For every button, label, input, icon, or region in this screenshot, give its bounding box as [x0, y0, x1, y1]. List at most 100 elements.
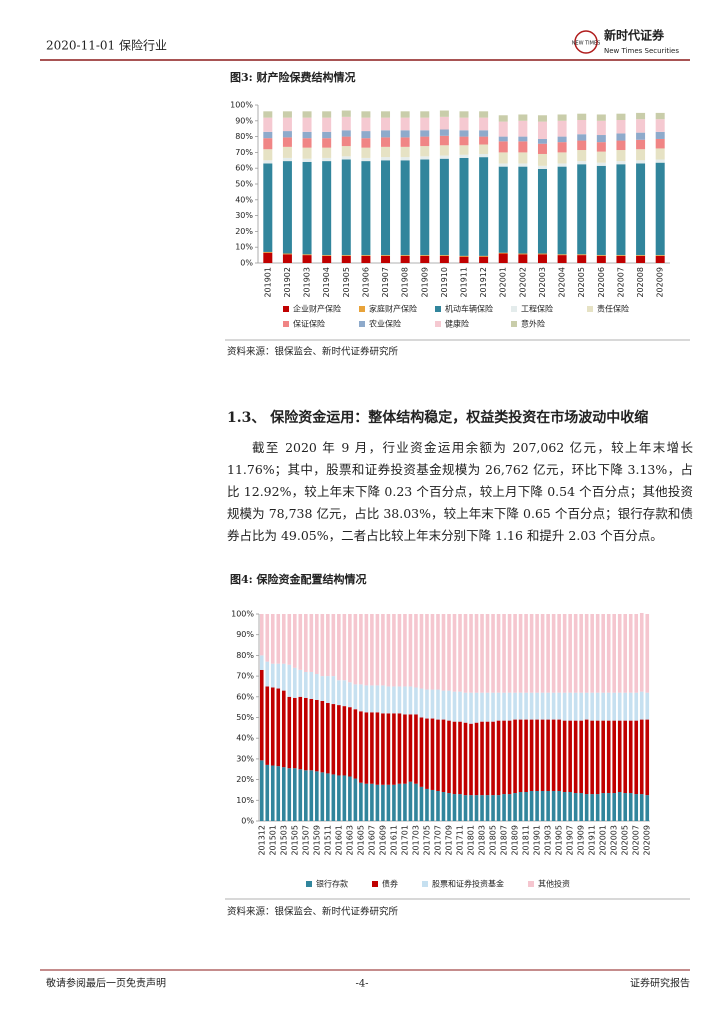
bar-segment [452, 794, 457, 821]
bar-segment [502, 614, 506, 693]
bar-segment [557, 114, 567, 121]
bar-segment [491, 795, 495, 821]
bar-segment [636, 163, 646, 256]
bar-segment [524, 792, 528, 821]
bar-segment [634, 692, 639, 721]
bar-segment [537, 138, 547, 144]
bar-segment [568, 692, 572, 721]
bar-segment [414, 614, 418, 688]
bar-segment [315, 674, 319, 700]
bar-segment [292, 614, 297, 668]
bar-segment [292, 768, 297, 821]
bar-segment [270, 663, 275, 688]
bar-segment [590, 720, 594, 795]
bar-segment [655, 159, 665, 163]
bar-segment [623, 793, 628, 821]
bar-segment [361, 161, 371, 256]
x-tick-label: 201607 [367, 825, 376, 856]
x-tick-label: 201507 [301, 825, 310, 856]
x-tick-label: 201908 [401, 267, 410, 298]
bar-segment [537, 168, 547, 254]
bar-segment [577, 113, 587, 121]
bar-segment [359, 782, 363, 821]
bar-segment [479, 144, 489, 154]
bar-segment [403, 714, 407, 784]
bar-segment [568, 614, 572, 693]
y-tick-label: 30% [235, 211, 253, 220]
bar-segment [502, 720, 506, 795]
bar-segment [636, 112, 646, 120]
bar-segment [513, 692, 517, 720]
bar-segment [302, 255, 312, 263]
bar-segment [408, 614, 413, 687]
bar-segment [263, 163, 273, 252]
bar-segment [322, 111, 332, 118]
bar-segment [322, 117, 332, 132]
x-tick-label: 201807 [500, 825, 509, 856]
bar-segment [315, 614, 319, 675]
bar-segment [577, 254, 587, 256]
bar-segment [359, 684, 363, 712]
bar-segment [459, 256, 469, 263]
bar-segment [425, 689, 429, 719]
bar-segment [341, 116, 351, 131]
legend-swatch [283, 321, 289, 327]
bar-segment [480, 692, 484, 722]
bar-segment [436, 614, 440, 690]
bar-segment [639, 691, 644, 720]
bar-segment [263, 149, 273, 161]
bar-segment [551, 614, 556, 693]
bar-segment [529, 614, 534, 693]
bar-segment [270, 614, 275, 664]
bar-segment [606, 793, 611, 821]
bar-segment [496, 795, 501, 821]
legend-swatch [283, 306, 289, 312]
bar-segment [537, 121, 547, 139]
bar-segment [386, 686, 391, 714]
bar-segment [480, 614, 484, 693]
bar-segment [282, 157, 292, 162]
bar-segment [386, 614, 391, 687]
bar-segment [639, 612, 644, 692]
bar-segment [596, 162, 606, 166]
bar-segment [628, 614, 633, 693]
bar-segment [584, 794, 589, 821]
bar-segment [518, 719, 523, 793]
y-tick-label: 60% [236, 692, 254, 701]
bar-segment [498, 115, 508, 122]
bar-segment [513, 614, 517, 693]
bar-segment [359, 711, 363, 783]
bar-segment [403, 783, 407, 821]
bar-segment [381, 255, 391, 256]
bar-segment [557, 614, 561, 693]
legend-label: 债券 [382, 879, 398, 889]
bar-segment [302, 161, 312, 255]
bar-segment [436, 719, 440, 791]
bar-segment [498, 252, 508, 254]
bar-segment [381, 130, 391, 138]
bar-segment [469, 614, 473, 693]
bar-segment [590, 794, 594, 821]
bar-segment [408, 686, 413, 715]
bar-segment [348, 614, 352, 683]
bar-segment [595, 720, 600, 795]
bar-segment [557, 163, 567, 167]
bar-segment [441, 792, 446, 821]
bar-segment [370, 685, 374, 713]
figure-source: 资料来源：银保监会、新时代证券研究所 [227, 906, 399, 918]
bar-segment [414, 687, 418, 715]
bar-segment [420, 156, 430, 160]
bar-segment [342, 680, 347, 707]
bar-segment [281, 663, 286, 691]
bar-segment [420, 130, 430, 137]
bar-segment [617, 720, 622, 793]
bar-segment [537, 165, 547, 169]
bar-segment [491, 721, 495, 796]
x-tick-label: 201505 [290, 825, 299, 856]
x-tick-label: 201601 [334, 825, 343, 856]
bar-segment [447, 720, 451, 794]
bar-segment [606, 614, 611, 693]
bar-segment [634, 794, 639, 821]
bar-segment [292, 697, 297, 769]
legend-swatch [422, 881, 428, 887]
